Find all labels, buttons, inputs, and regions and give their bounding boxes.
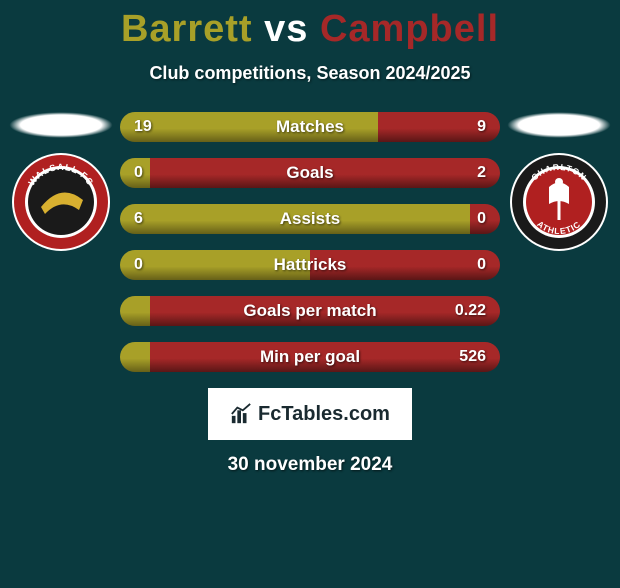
left-badge-column: WALSALL FC: [6, 112, 116, 252]
stat-value-right: 0: [477, 250, 486, 280]
player1-name: Barrett: [121, 8, 253, 50]
player2-name: Campbell: [320, 8, 499, 50]
stat-row: Goals0 2: [120, 158, 500, 188]
stat-value-left: 0: [134, 250, 143, 280]
stat-row: Hattricks0 0: [120, 250, 500, 280]
stat-value-right: 9: [477, 112, 486, 142]
stat-label: Hattricks: [120, 250, 500, 280]
stat-value-left: 19: [134, 112, 152, 142]
stat-row: Min per goal526: [120, 342, 500, 372]
stat-value-right: 0.22: [455, 296, 486, 326]
title-vs: vs: [264, 8, 308, 50]
stat-label: Goals per match: [120, 296, 500, 326]
right-badge-column: CHARLTON ATHLETIC: [504, 112, 614, 252]
fctables-label: FcTables.com: [258, 403, 390, 426]
left-shadow-ellipse: [9, 112, 113, 138]
fctables-icon: [230, 403, 252, 425]
page-title: Barrett vs Campbell: [0, 8, 620, 51]
subtitle: Club competitions, Season 2024/2025: [0, 63, 620, 84]
fctables-watermark: FcTables.com: [208, 388, 412, 440]
stat-value-right: 526: [459, 342, 486, 372]
stat-label: Goals: [120, 158, 500, 188]
stat-label: Min per goal: [120, 342, 500, 372]
stat-label: Matches: [120, 112, 500, 142]
stat-value-left: 0: [134, 158, 143, 188]
stat-value-right: 0: [477, 204, 486, 234]
date-label: 30 november 2024: [0, 454, 620, 476]
comparison-container: WALSALL FC CHARLTON ATHLETIC Matches19 9 G…: [0, 112, 620, 372]
stat-value-right: 2: [477, 158, 486, 188]
right-shadow-ellipse: [507, 112, 611, 138]
walsall-fc-crest: WALSALL FC: [11, 152, 111, 252]
stat-row: Assists6 0: [120, 204, 500, 234]
stat-label: Assists: [120, 204, 500, 234]
stat-row: Matches19 9: [120, 112, 500, 142]
stat-row: Goals per match0.22: [120, 296, 500, 326]
stat-value-left: 6: [134, 204, 143, 234]
charlton-athletic-crest: CHARLTON ATHLETIC: [509, 152, 609, 252]
